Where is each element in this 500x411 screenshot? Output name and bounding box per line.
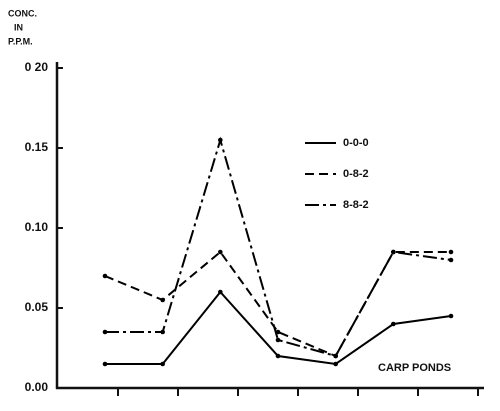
point: [333, 361, 338, 367]
point: [333, 353, 338, 359]
point: [448, 313, 454, 319]
point: [102, 273, 108, 279]
point: [275, 337, 281, 343]
point: [102, 329, 108, 335]
y-tick-label: 0.00: [25, 380, 49, 394]
point: [218, 289, 223, 295]
y-label: CONC.: [8, 8, 37, 18]
point: [218, 249, 223, 255]
point: [275, 353, 281, 359]
point: [448, 257, 454, 263]
point: [391, 249, 396, 255]
x-label: CARP PONDS: [378, 362, 451, 374]
y-label: P.P.M.: [8, 36, 33, 46]
series-line: [105, 290, 452, 366]
point: [218, 137, 223, 143]
point: [391, 321, 396, 327]
point: [448, 249, 454, 255]
point: [160, 297, 165, 303]
y-tick-label: 0.15: [25, 140, 49, 154]
legend-label: 0-8-2: [343, 168, 369, 180]
point: [160, 329, 165, 335]
legend-label: 0-0-0: [343, 137, 369, 149]
y-label: IN: [14, 22, 23, 32]
point: [160, 361, 165, 367]
y-tick-label: 0.10: [25, 220, 49, 234]
legend-label: 8-8-2: [343, 199, 369, 211]
x-ticks: [117, 388, 479, 396]
y-tick-label: 0 20: [25, 60, 49, 74]
y-tick-label: 0.05: [25, 300, 49, 314]
point: [102, 361, 108, 367]
